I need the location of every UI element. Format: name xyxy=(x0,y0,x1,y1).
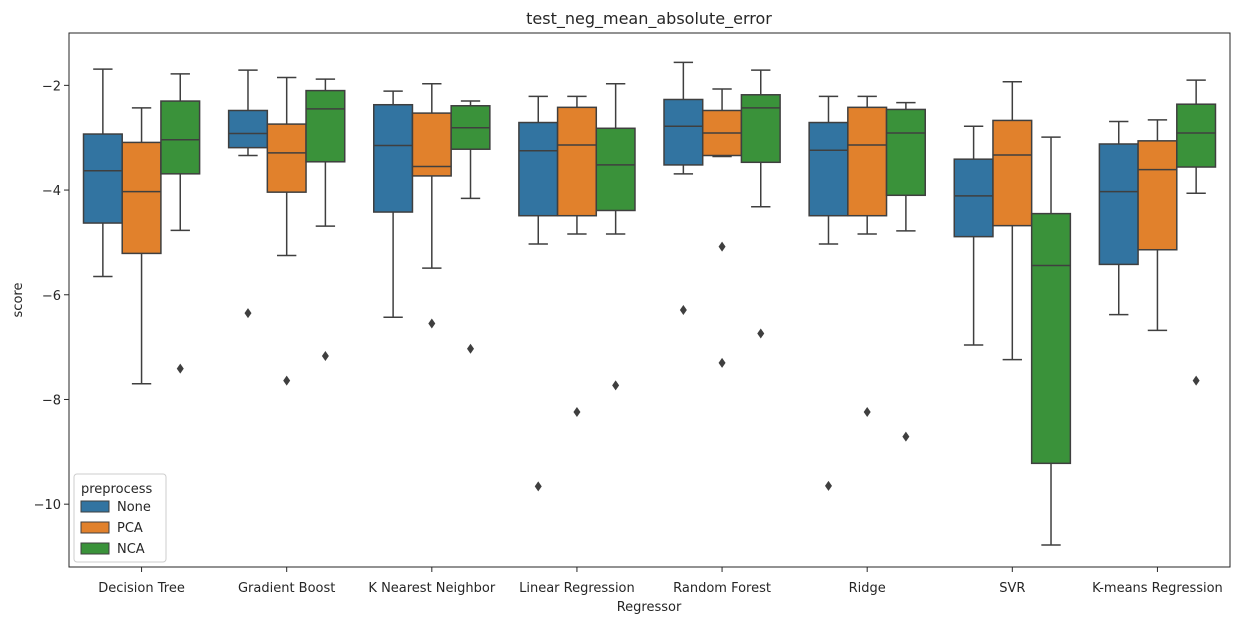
box-group xyxy=(1137,119,1178,332)
x-tick-label: Linear Regression xyxy=(519,581,635,596)
legend: preprocess None PCA NCA xyxy=(73,473,167,563)
box-group xyxy=(953,125,994,346)
box xyxy=(160,100,201,175)
y-axis-label: score xyxy=(11,283,26,318)
box-group xyxy=(266,76,307,386)
box xyxy=(992,119,1033,227)
box xyxy=(121,141,162,255)
y-tick-label: −4 xyxy=(42,184,61,199)
box-group xyxy=(556,95,598,418)
box-group xyxy=(160,73,201,374)
x-axis-label: Regressor xyxy=(617,600,682,615)
box-group xyxy=(663,61,704,315)
y-axis: −2 −4 −6 −8 −10 xyxy=(34,79,69,513)
outlier-point xyxy=(718,357,726,368)
legend-frame xyxy=(73,473,167,563)
y-tick-label: −6 xyxy=(42,289,61,304)
box xyxy=(1137,140,1178,251)
legend-swatch xyxy=(80,500,110,513)
x-tick-label: Gradient Boost xyxy=(238,581,335,596)
outlier-point xyxy=(824,480,832,491)
box-group xyxy=(227,69,269,319)
box-group xyxy=(885,101,926,442)
chart-title: test_neg_mean_absolute_error xyxy=(526,9,772,29)
legend-entries: None PCA NCA xyxy=(80,500,151,557)
box-group xyxy=(373,90,414,319)
box-group xyxy=(992,80,1033,361)
outlier-point xyxy=(863,407,871,418)
box-group xyxy=(121,107,162,385)
box xyxy=(227,109,269,149)
box-group xyxy=(701,88,743,368)
box xyxy=(1030,212,1072,465)
box xyxy=(953,158,994,238)
outlier-point xyxy=(244,308,252,319)
outlier-point xyxy=(321,351,329,362)
box-group xyxy=(740,69,781,339)
box-group xyxy=(305,78,346,362)
box xyxy=(808,121,849,217)
legend-title: preprocess xyxy=(81,482,152,497)
box xyxy=(518,121,559,217)
box-group xyxy=(595,83,636,391)
box-group xyxy=(411,83,452,329)
y-tick-label: −2 xyxy=(42,79,61,94)
box xyxy=(847,106,888,217)
outlier-point xyxy=(534,481,542,492)
outlier-point xyxy=(679,304,687,315)
x-tick-label: Decision Tree xyxy=(98,581,185,596)
x-tick-label: SVR xyxy=(999,581,1025,596)
box-group xyxy=(808,95,849,491)
plot-frame xyxy=(68,32,1231,568)
box xyxy=(1176,103,1217,168)
box-group xyxy=(1030,136,1072,546)
box xyxy=(305,89,346,163)
outlier-point xyxy=(718,241,726,252)
box-group xyxy=(450,100,491,354)
x-tick-label: K-means Regression xyxy=(1092,581,1223,596)
outlier-point xyxy=(757,328,765,339)
box-group xyxy=(518,95,559,492)
box xyxy=(595,127,636,212)
plot-area xyxy=(82,61,1217,546)
legend-swatch xyxy=(80,521,110,534)
box-group xyxy=(82,68,123,278)
outlier-point xyxy=(467,343,475,354)
x-axis: Decision Tree Gradient Boost K Nearest Nei… xyxy=(98,567,1223,596)
box xyxy=(1098,143,1139,266)
x-tick-label: K Nearest Neighbor xyxy=(368,581,495,596)
box-group xyxy=(847,95,888,418)
box xyxy=(740,94,781,164)
legend-swatch xyxy=(80,542,110,555)
box xyxy=(82,133,123,224)
x-tick-label: Random Forest xyxy=(673,581,771,596)
outlier-point xyxy=(902,431,910,442)
y-tick-label: −8 xyxy=(42,393,61,408)
box-group xyxy=(1098,120,1139,316)
box-group xyxy=(1176,79,1217,386)
outlier-point xyxy=(428,318,436,329)
outlier-point xyxy=(573,407,581,418)
y-tick-label: −10 xyxy=(34,498,61,513)
outlier-point xyxy=(1192,375,1200,386)
box xyxy=(885,108,926,197)
outlier-point xyxy=(283,375,291,386)
outlier-point xyxy=(176,363,184,374)
legend-label: NCA xyxy=(117,542,145,557)
x-tick-label: Ridge xyxy=(849,581,886,596)
legend-label: None xyxy=(117,500,151,515)
box xyxy=(266,123,307,193)
legend-label: PCA xyxy=(117,521,143,536)
box xyxy=(556,106,598,217)
box xyxy=(373,103,414,213)
box xyxy=(411,112,452,177)
box xyxy=(663,98,704,166)
outlier-point xyxy=(612,380,620,391)
